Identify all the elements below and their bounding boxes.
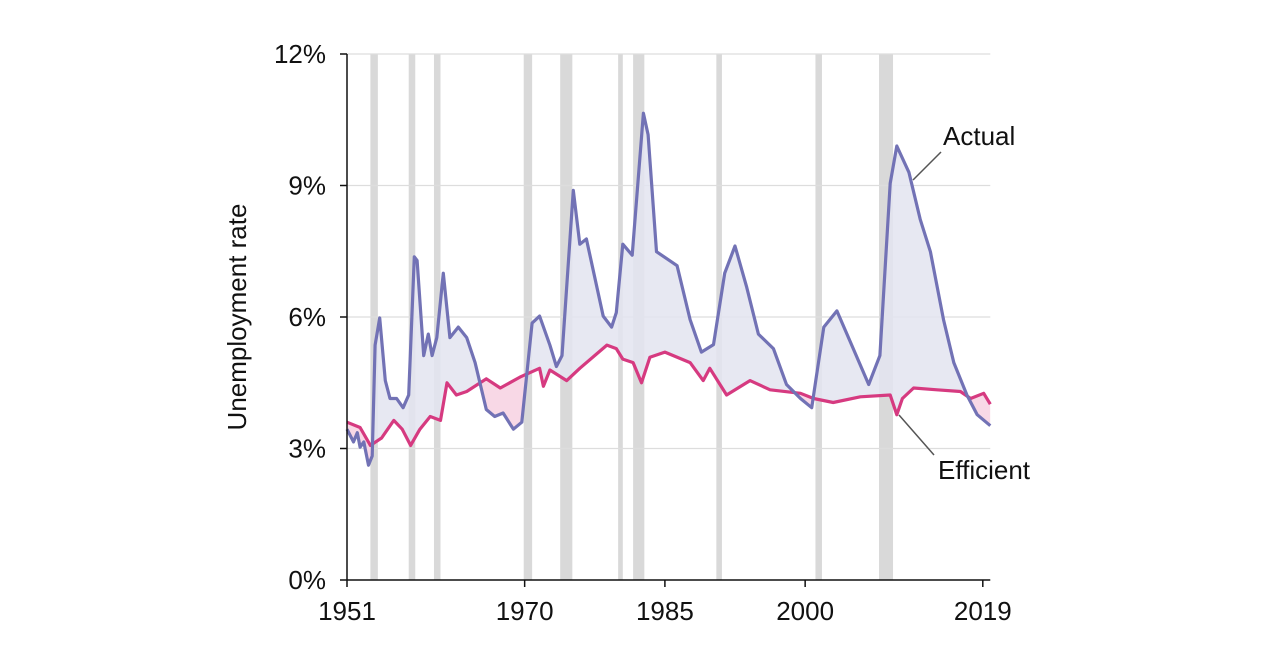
annotation-efficient: Efficient [938,455,1031,485]
x-tick-label: 1970 [496,596,554,626]
tick-labels: 0% 3% 6% 9% 12% 1951 1970 1985 2000 2019 [274,39,1012,626]
y-tick-label: 3% [288,434,326,464]
gap-fill-actual-above [347,113,991,446]
y-axis-label: Unemployment rate [222,204,252,431]
actual-leader-line [912,151,942,181]
y-tick-label: 9% [288,171,326,201]
y-tick-label: 0% [288,565,326,595]
x-tick-label: 1985 [636,596,694,626]
x-tick-label: 2019 [954,596,1012,626]
efficient-leader-line [898,414,935,456]
x-tick-label: 1951 [318,596,376,626]
x-tick-label: 2000 [776,596,834,626]
axes [340,53,991,587]
series-line-efficient [346,343,992,447]
y-tick-label: 12% [274,39,326,69]
y-tick-label: 6% [288,302,326,332]
series-line-actual [345,111,992,467]
annotation-actual: Actual [943,121,1015,151]
